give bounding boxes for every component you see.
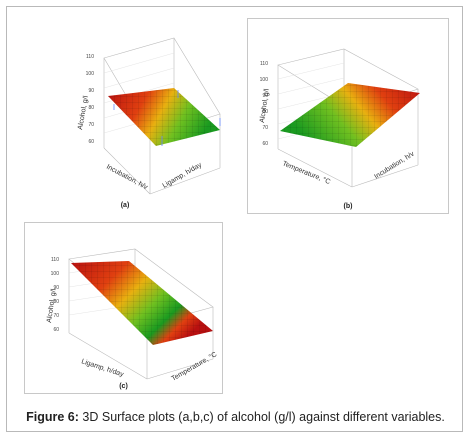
z-tick-label: 70 (53, 313, 59, 319)
z-axis-label-b: Alcohol, g/l (259, 88, 271, 123)
panel-label-c: (c) (119, 383, 128, 390)
y-axis-label-b: Incubation, h/v (373, 150, 416, 180)
z-tick-label: 110 (260, 61, 268, 67)
z-tick-label: 80 (262, 109, 268, 115)
z-tick-label: 90 (88, 88, 94, 94)
z-tick-label: 80 (53, 299, 59, 305)
z-tick-label: 100 (86, 71, 95, 77)
z-tick-label: 70 (262, 125, 268, 131)
panel-label-a: (a) (120, 202, 130, 209)
surface-a (108, 88, 220, 146)
z-tick-label: 110 (86, 54, 94, 60)
surface-plot-c-svg: Alcohol, g/l Ligamp, h/day Temperature, … (46, 248, 218, 383)
data-marks-a (113, 90, 221, 146)
z-tick-labels-2: 110 100 90 80 70 60 (51, 257, 60, 333)
x-axis-label-c: Ligamp, h/day (80, 358, 124, 378)
surface-plot-b: Alcohol, g/l Temperature, °C Incubation,… (247, 18, 449, 214)
z-tick-label: 110 (51, 257, 59, 263)
z-tick-label: 90 (53, 285, 59, 291)
z-tick-label: 70 (88, 122, 94, 128)
caption-text: 3D Surface plots (a,b,c) of alcohol (g/l… (82, 410, 445, 424)
z-tick-label: 60 (88, 139, 94, 145)
z-axis-label-c: Alcohol, g/l (46, 288, 58, 323)
y-axis-label-a: Ligamp, h/day (162, 161, 204, 189)
z-tick-label: 60 (53, 327, 59, 333)
z-tick-label: 90 (262, 93, 268, 99)
z-tick-label: 60 (262, 141, 268, 147)
z-tick-label: 80 (88, 105, 94, 111)
surface-c (71, 261, 213, 345)
surface-b (280, 83, 420, 147)
surface-plot-a-svg: Alcohol, g/l Incubation, h/v Ligamp, h/d… (77, 37, 221, 195)
z-tick-labels-0: 110 100 90 80 70 60 (86, 54, 95, 145)
caption-label: Figure 6: (26, 410, 79, 424)
panel-label-b: (b) (343, 203, 353, 210)
x-axis-label-a: Incubation, h/v (105, 164, 149, 192)
z-tick-labels-1: 110 100 90 80 70 60 (260, 61, 269, 147)
z-tick-label: 100 (260, 77, 269, 83)
y-axis-label-c: Temperature, °C (170, 350, 218, 382)
figure-caption: Figure 6: 3D Surface plots (a,b,c) of al… (0, 410, 471, 424)
z-tick-label: 100 (51, 271, 60, 277)
surface-plot-b-svg: Alcohol, g/l Temperature, °C Incubation,… (259, 48, 420, 188)
surface-plot-a: Alcohol, g/l Incubation, h/v Ligamp, h/d… (24, 18, 226, 214)
surface-plot-c: Alcohol, g/l Ligamp, h/day Temperature, … (24, 222, 223, 394)
